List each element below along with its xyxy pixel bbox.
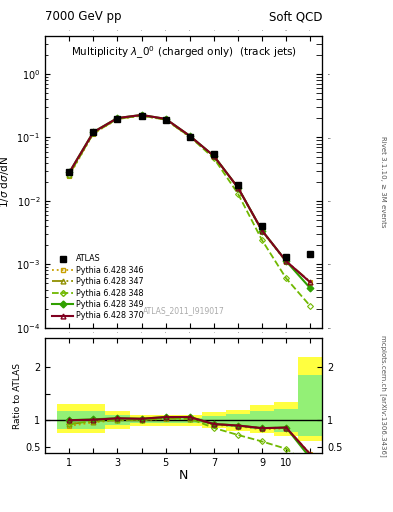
X-axis label: N: N bbox=[179, 470, 188, 482]
Y-axis label: 1/$\sigma$ d$\sigma$/dN: 1/$\sigma$ d$\sigma$/dN bbox=[0, 156, 11, 208]
Legend: ATLAS, Pythia 6.428 346, Pythia 6.428 347, Pythia 6.428 348, Pythia 6.428 349, P: ATLAS, Pythia 6.428 346, Pythia 6.428 34… bbox=[49, 251, 147, 324]
Text: mcplots.cern.ch [arXiv:1306.3436]: mcplots.cern.ch [arXiv:1306.3436] bbox=[380, 335, 387, 456]
Text: Multiplicity $\lambda\_0^0$ (charged only)  (track jets): Multiplicity $\lambda\_0^0$ (charged onl… bbox=[71, 45, 297, 61]
Text: 7000 GeV pp: 7000 GeV pp bbox=[45, 10, 122, 23]
Y-axis label: Ratio to ATLAS: Ratio to ATLAS bbox=[13, 362, 22, 429]
Text: ATLAS_2011_I919017: ATLAS_2011_I919017 bbox=[143, 306, 225, 315]
Text: Rivet 3.1.10, ≥ 3M events: Rivet 3.1.10, ≥ 3M events bbox=[380, 136, 386, 227]
Text: Soft QCD: Soft QCD bbox=[269, 10, 322, 23]
